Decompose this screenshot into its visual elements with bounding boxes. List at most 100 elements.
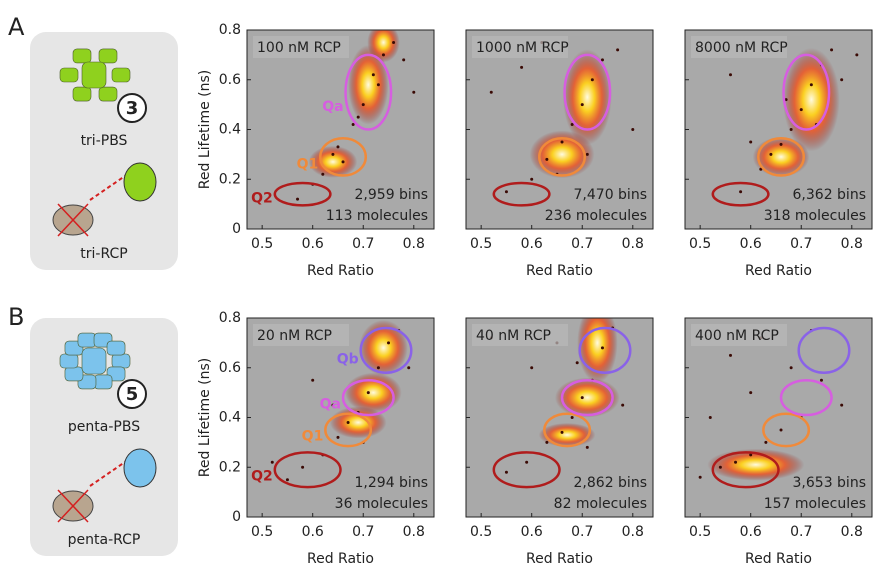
region-label: Qa [320,397,341,413]
point [351,123,355,127]
bins: 1,294 bins [355,475,428,491]
point [560,140,564,144]
point [799,108,803,112]
point [530,177,534,181]
point [336,145,340,149]
region [563,53,612,131]
point [749,140,753,144]
region [797,326,851,374]
y-axis-label: Red Lifetime (ns) [197,70,213,189]
rod [77,332,97,348]
point [819,378,823,382]
point [311,378,315,382]
plot-area [466,30,653,229]
point [371,73,375,77]
point [285,478,289,482]
molecules: 157 molecules [764,496,866,512]
density-peak [359,319,408,376]
condition-bg [691,324,787,346]
x-axis-label: Red Ratio [526,263,593,279]
point [331,403,335,407]
region-label: Q2 [251,191,273,207]
point [412,90,416,94]
point [621,403,625,407]
condition: 20 nM RCP [257,328,332,344]
region [341,378,395,417]
rod [72,48,92,64]
point [381,53,385,57]
rod [98,48,118,64]
y-tick-label: 0.2 [219,459,241,475]
point [779,428,783,432]
point [525,460,529,464]
rod [111,67,131,83]
molecules: 36 molecules [335,496,428,512]
x-tick-label: 0.8 [403,236,425,252]
point [407,366,411,370]
x-tick-label: 0.7 [571,236,593,252]
region [319,136,368,177]
point [784,98,788,102]
plot-content [711,47,859,207]
point [590,78,594,82]
plot-content: Q2 Q1 Qa Qb [251,319,413,489]
x-axis-label: Red Ratio [745,263,812,279]
region-label: Q1 [302,428,324,444]
condition-bg [253,324,349,346]
panel-label: B [8,303,24,331]
point [779,142,783,146]
region [560,378,614,417]
y-axis-label: Red Lifetime (ns) [197,358,213,477]
region [324,412,373,448]
schematics: 3 tri-PBS tri-RCP 5 penta-PBS penta-RCP [52,48,157,548]
x-tick-label: 0.6 [740,236,762,252]
density-peak [367,30,400,63]
region-label: Q2 [251,469,273,485]
x-tick-label: 0.5 [689,524,711,540]
rod [64,366,84,382]
x-tick-label: 0.7 [571,524,593,540]
y-tick-label: 0.8 [219,22,241,38]
cross [57,203,89,237]
count: 5 [126,384,139,405]
point [840,78,844,82]
x-tick-label: 0.6 [302,524,324,540]
point [855,53,859,57]
point [489,90,493,94]
bins: 6,362 bins [793,187,866,203]
x-axis-label: Red Ratio [745,551,812,567]
x-axis-label: Red Ratio [307,551,374,567]
point [718,465,722,469]
density-peak [554,377,620,418]
rod [111,353,131,369]
point [789,128,793,131]
density-peak [563,49,612,145]
x-tick-label: 0.7 [790,236,812,252]
region [711,181,770,207]
cross [57,489,89,523]
point [366,391,370,395]
y-tick-label: 0.4 [219,410,241,426]
y-tick-label: 0.6 [219,72,241,88]
point [376,83,380,87]
point [560,430,564,434]
x-tick-label: 0.5 [689,236,711,252]
rcp-name: tri-RCP [80,246,127,262]
x-tick-label: 0.8 [403,524,425,540]
x-tick-label: 0.7 [352,236,374,252]
molecules: 82 molecules [554,496,647,512]
frame [465,29,654,230]
plot-content [489,318,632,489]
plot-content: Q2 Q1 Qa [251,30,416,207]
point [570,123,574,127]
y-tick-label: 0.4 [219,122,241,138]
point [580,103,584,107]
condition-bg [253,36,349,58]
condition: 100 nM RCP [257,40,341,56]
point [336,435,340,439]
point [580,396,584,400]
y-tick-label: 0 [232,221,241,237]
count-badge [117,93,147,123]
rod [72,86,92,102]
point [764,440,768,444]
